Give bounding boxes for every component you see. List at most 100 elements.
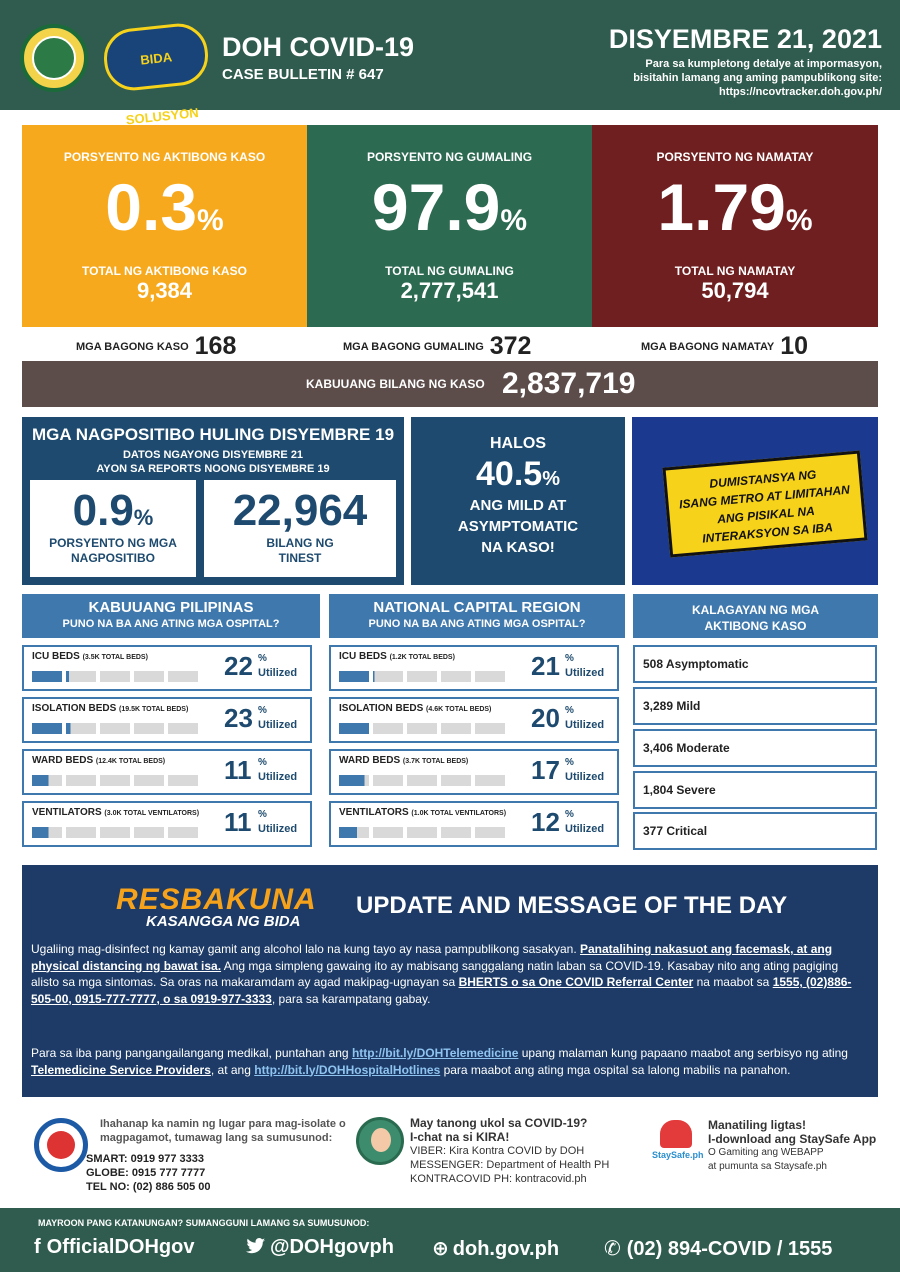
utilization-segment <box>134 775 164 786</box>
one-covid-referral-logo <box>34 1118 88 1172</box>
kira-contact: May tanong ukol sa COVID-19? I-chat na s… <box>410 1116 610 1185</box>
new-cases: MGA BAGONG KASO 168 <box>76 332 237 360</box>
distancing-sign: DUMISTANSYA NG ISANG METRO AT LIMITAHAN … <box>662 450 868 558</box>
utilization-segment <box>373 827 403 838</box>
bed-label: ISOLATION BEDS (4.6K TOTAL BEDS) <box>339 703 492 714</box>
kalagayan-mild: 3,289 Mild <box>633 687 877 725</box>
utilization-segment <box>134 723 164 734</box>
utilization-segment <box>100 775 130 786</box>
bed-label: WARD BEDS (3.7K TOTAL BEDS) <box>339 755 469 766</box>
deaths-total: 50,794 <box>701 278 769 303</box>
bed-label: ICU BEDS (3.5K TOTAL BEDS) <box>32 651 148 662</box>
positivity-panel: MGA NAGPOSITIBO HULING DISYEMBRE 19 DATO… <box>22 417 404 585</box>
utilized-label: Utilized <box>258 771 298 783</box>
twitter-icon <box>246 1238 265 1254</box>
ph-isolation-beds-row: ISOLATION BEDS (19.5K TOTAL BEDS) 23% Util… <box>22 697 312 743</box>
kalagayan-header: KALAGAYAN NG MGA AKTIBONG KASO <box>633 594 878 638</box>
phone-icon: ✆ <box>604 1238 621 1260</box>
utilization-segment <box>339 775 369 786</box>
percent-sign: % <box>258 809 267 820</box>
utilization-segment <box>66 671 96 682</box>
positivity-rate-card: 0.9% PORSYENTO NG MGA NAGPOSITIBO <box>30 480 196 577</box>
utilization-segment <box>475 723 505 734</box>
utilized-label: Utilized <box>258 823 298 835</box>
utilization-segment <box>339 827 369 838</box>
ph-hospital-header: KABUUANG PILIPINAS PUNO NA BA ANG ATING … <box>22 594 320 638</box>
utilization-segment <box>373 775 403 786</box>
message-paragraph-2: Para sa iba pang pangangailangang medika… <box>31 1046 848 1077</box>
utilization-segment <box>168 671 198 682</box>
utilization-bars <box>339 669 509 687</box>
utilization-value: 23 <box>224 703 253 733</box>
utilization-segment <box>168 827 198 838</box>
utilization-segment <box>339 723 369 734</box>
utilization-segment <box>32 671 62 682</box>
utilization-segment <box>100 723 130 734</box>
new-deaths: MGA BAGONG NAMATAY 10 <box>641 332 809 360</box>
total-cases-bar: KABUUANG BILANG NG KASO 2,837,719 <box>22 361 878 407</box>
utilized-label: Utilized <box>565 667 605 679</box>
facebook-link[interactable]: f OfficialDOHgov <box>34 1236 195 1258</box>
staysafe-logo: StaySafe.ph <box>652 1120 704 1160</box>
ph-icu-beds-row: ICU BEDS (3.5K TOTAL BEDS) 22% Utilized <box>22 645 312 691</box>
resbakuna-logo: RESBAKUNA KASANGGA NG BIDA <box>116 883 317 930</box>
website-link[interactable]: ⊕ doh.gov.ph <box>432 1238 560 1260</box>
doh-seal-logo <box>20 24 88 92</box>
message-title: UPDATE AND MESSAGE OF THE DAY <box>356 892 788 919</box>
utilization-value: 12 <box>531 807 560 837</box>
hotline-link[interactable]: ✆ (02) 894-COVID / 1555 <box>604 1238 833 1260</box>
total-cases-value: 2,837,719 <box>502 367 636 400</box>
bed-label: ISOLATION BEDS (19.5K TOTAL BEDS) <box>32 703 189 714</box>
ncr-ventilators-row: VENTILATORS (1.0K TOTAL VENTILATORS) 12% U… <box>329 801 619 847</box>
bed-label: VENTILATORS (3.0K TOTAL VENTILATORS) <box>32 807 200 818</box>
new-recovered: MGA BAGONG GUMALING 372 <box>343 332 532 360</box>
utilization-segment <box>168 723 198 734</box>
utilization-segment <box>373 671 403 682</box>
utilized-label: Utilized <box>258 719 298 731</box>
utilization-value: 17 <box>531 755 560 785</box>
utilization-segment <box>66 775 96 786</box>
utilized-label: Utilized <box>565 771 605 783</box>
percent-sign: % <box>565 705 574 716</box>
percent-sign: % <box>258 705 267 716</box>
telemedicine-link[interactable]: http://bit.ly/DOHTelemedicine <box>351 1046 519 1060</box>
hospital-hotlines-link[interactable]: http://bit.ly/DOHHospitalHotlines <box>254 1062 441 1077</box>
kira-avatar <box>356 1117 404 1165</box>
utilization-segment <box>32 827 62 838</box>
twitter-link[interactable]: @DOHgovph <box>246 1236 394 1259</box>
utilization-value: 21 <box>531 651 560 681</box>
utilization-value: 11 <box>224 807 252 837</box>
kalagayan-moderate: 3,406 Moderate <box>633 729 877 767</box>
utilization-segment <box>373 723 403 734</box>
utilization-bars <box>32 825 202 843</box>
recovered-total: 2,777,541 <box>400 278 499 303</box>
footer: MAYROON PANG KATANUNGAN? SUMANGGUNI LAMA… <box>0 1208 900 1272</box>
recovered-box: PORSYENTO NG GUMALING 97.9% TOTAL NG GUM… <box>307 125 592 327</box>
active-percent: 0.3 <box>105 170 198 244</box>
deaths-percent: 1.79 <box>657 170 786 244</box>
mild-asymptomatic-panel: HALOS 40.5% ANG MILD AT ASYMPTOMATIC NA … <box>411 417 625 585</box>
percent-sign: % <box>565 809 574 820</box>
utilization-segment <box>441 827 471 838</box>
utilization-value: 11 <box>224 755 252 785</box>
kalagayan-severe: 1,804 Severe <box>633 771 877 809</box>
utilization-segment <box>407 671 437 682</box>
utilization-segment <box>407 827 437 838</box>
facebook-icon: f <box>34 1236 41 1258</box>
ncovtracker-link[interactable]: https://ncovtracker.doh.gov.ph/ <box>719 86 882 98</box>
utilization-segment <box>407 723 437 734</box>
utilization-segment <box>134 827 164 838</box>
bed-label: VENTILATORS (1.0K TOTAL VENTILATORS) <box>339 807 507 818</box>
ncr-isolation-beds-row: ISOLATION BEDS (4.6K TOTAL BEDS) 20% Utili… <box>329 697 619 743</box>
deaths-box: PORSYENTO NG NAMATAY 1.79% TOTAL NG NAMA… <box>592 125 878 327</box>
utilized-label: Utilized <box>565 719 605 731</box>
recovered-percent: 97.9 <box>371 170 501 244</box>
utilized-label: Utilized <box>258 667 298 679</box>
utilization-bars <box>339 721 509 739</box>
utilization-segment <box>100 827 130 838</box>
active-cases-box: PORSYENTO NG AKTIBONG KASO 0.3% TOTAL NG… <box>22 125 307 327</box>
utilization-value: 22 <box>224 651 253 681</box>
utilization-segment <box>66 723 96 734</box>
utilization-segment <box>475 827 505 838</box>
utilization-segment <box>441 775 471 786</box>
